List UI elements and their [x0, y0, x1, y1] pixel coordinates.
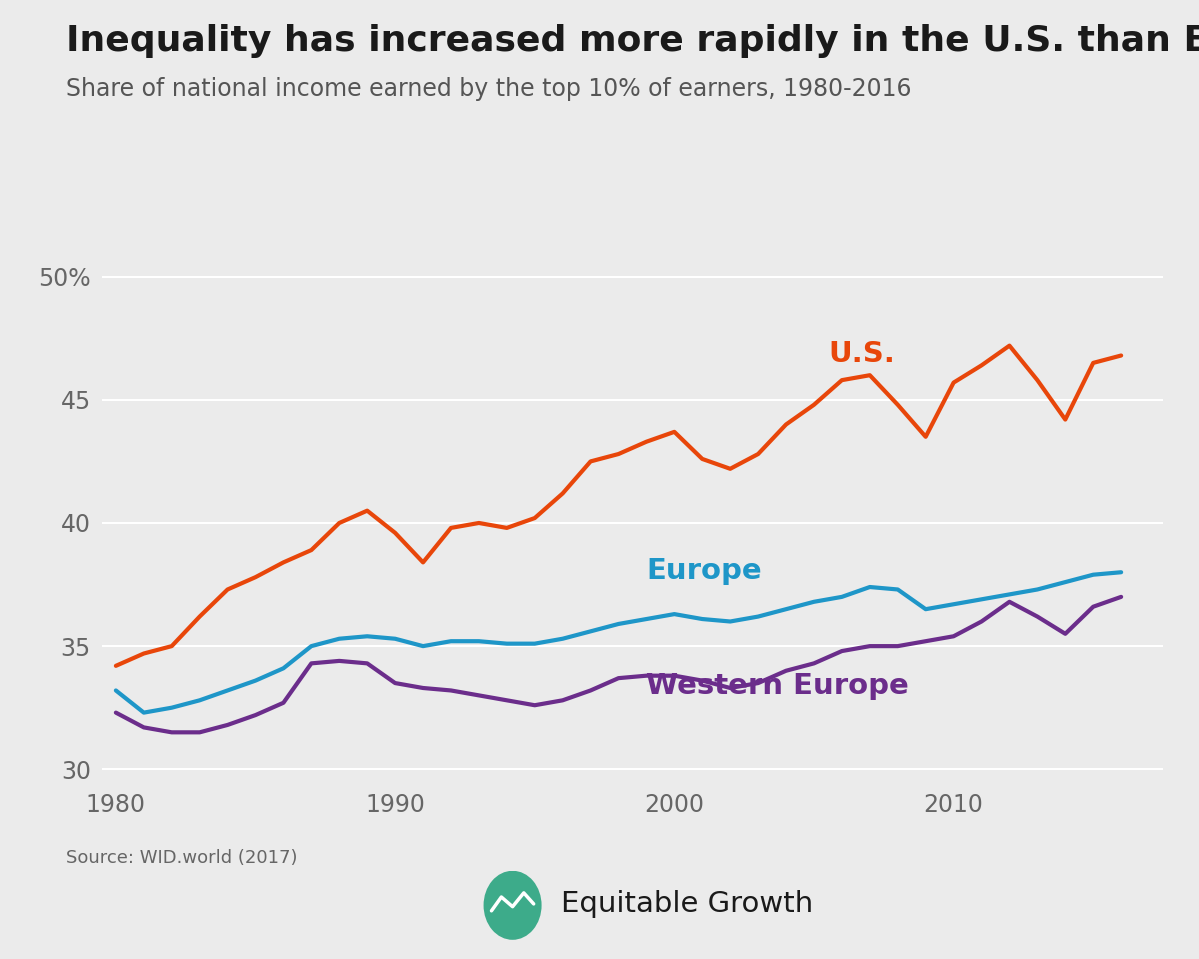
Text: Western Europe: Western Europe: [646, 672, 909, 700]
Text: Europe: Europe: [646, 556, 763, 585]
Ellipse shape: [483, 871, 542, 940]
Text: Inequality has increased more rapidly in the U.S. than Europe: Inequality has increased more rapidly in…: [66, 24, 1199, 58]
Text: U.S.: U.S.: [829, 339, 894, 368]
Text: Equitable Growth: Equitable Growth: [561, 890, 813, 919]
Text: Source: WID.world (2017): Source: WID.world (2017): [66, 849, 297, 867]
Text: Share of national income earned by the top 10% of earners, 1980-2016: Share of national income earned by the t…: [66, 77, 911, 101]
